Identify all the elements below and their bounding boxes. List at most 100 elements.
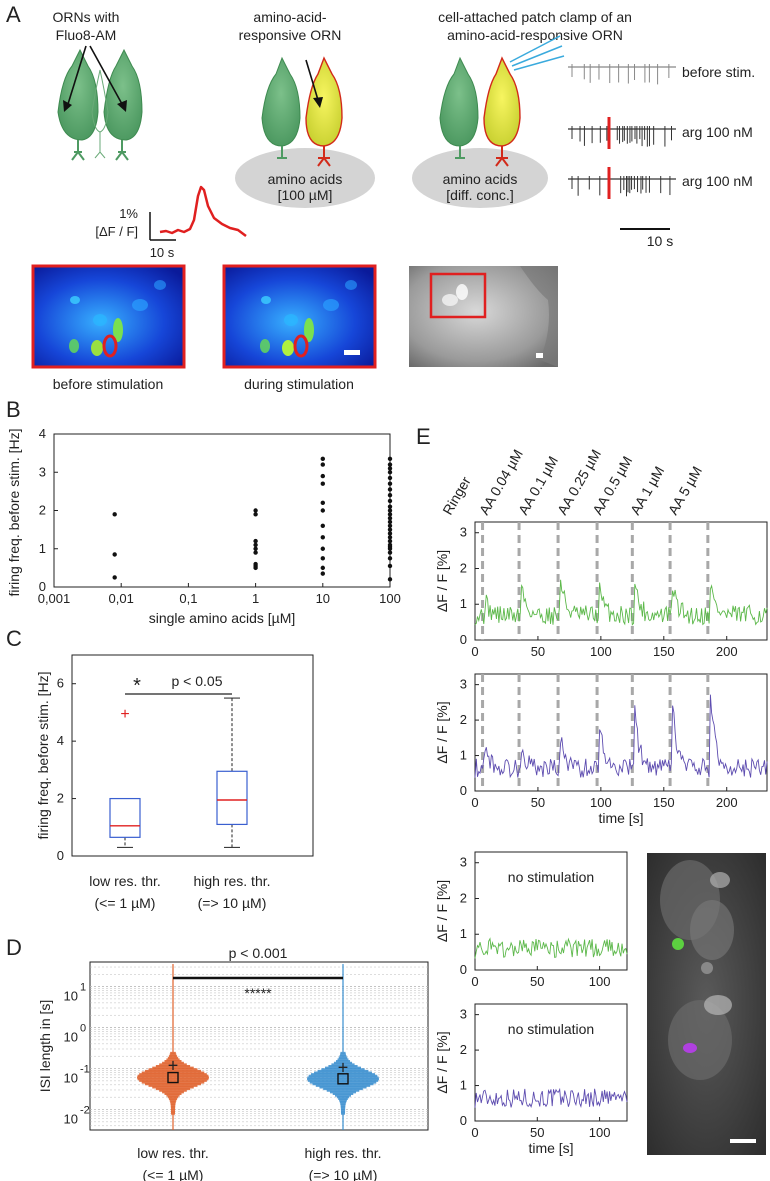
y-axis-label: firing freq. before stim. [Hz] [35,671,51,839]
signal-trace [474,694,768,779]
data-point [320,473,325,479]
x-tick-label: 0 [471,1125,478,1140]
x-tick-label: 0 [471,974,478,989]
a-title2-line1: amino-acid- [253,9,326,25]
data-point [112,512,117,517]
x-tick-label: 100 [589,1125,611,1140]
orn-illustration-2: amino acids [100 µM] [235,56,375,208]
data-point [387,504,393,509]
stimulus-label: Ringer [439,473,474,517]
chart-e3: 0 50 100 0 1 2 3 ΔF / F [%] no stimulation [434,851,628,989]
data-point [112,552,117,557]
data-point [387,466,393,471]
y-tick-label: 1 [39,541,46,556]
data-point [387,563,393,569]
spike-traces: before stim. arg 100 nM arg 100 nM 10 s [568,64,755,249]
data-point [387,493,393,498]
y-tick-base: 10 [64,1030,78,1045]
y-tick-label: 1 [460,748,467,763]
x-axis-label: single amino acids [µM] [149,610,296,626]
data-point [387,519,393,525]
axes-box [474,1003,628,1122]
a-trace-label-3: arg 100 nM [682,173,753,189]
a-disc2-line2: [100 µM] [278,187,333,203]
a-caption-before: before stimulation [53,376,164,392]
data-point [387,487,393,492]
chart-e4: 0 50 100 0 1 2 3 ΔF / F [%] time [s] no stimulati… [434,1003,628,1156]
a-disc3-line2: [diff. conc.] [446,187,513,203]
chart-e2: 0 50 100 150 200 0 1 2 3 ΔF / F [%] time [s] [434,673,768,826]
data-point [387,470,393,475]
panel-label-a: A [6,2,21,27]
category-sublabel: (=> 10 µM) [198,895,267,911]
y-tick-label: 2 [460,712,467,727]
data-point [320,571,325,576]
calcium-trace: 1% [ΔF / F] 10 s [95,185,247,260]
x-tick-label: 150 [653,644,675,659]
data-point [320,556,325,561]
y-tick-base: 10 [64,989,78,1004]
panel-a: A ORNs with Fluo8-AM amino-acid- respons… [6,2,755,392]
category-label: low res. thr. [137,1145,209,1161]
spike-trace-before [568,64,676,85]
panel-label-b: B [6,397,21,422]
axes-box [53,433,391,588]
x-tick-label: 100 [590,644,612,659]
data-point [387,462,393,467]
spike-trace-arg2 [568,167,676,199]
y-tick-exp: -2 [80,1105,90,1117]
y-tick-label: 0 [460,783,467,798]
data-point [320,500,325,506]
y-tick-base: 10 [64,1071,78,1086]
data-point [320,481,325,486]
mean-marker: + [168,1056,179,1076]
image-fluorescence-grey [647,853,766,1155]
data-point [387,515,393,521]
x-tick-label: 50 [530,974,544,989]
significance-stars: ***** [244,985,272,1001]
data-point [387,481,393,486]
data-point [387,527,393,532]
a-caption-during: during stimulation [244,376,354,392]
data-point [387,577,393,582]
data-point [253,561,258,567]
y-tick-label: 1 [460,926,467,941]
y-tick-exp: 1 [80,982,86,994]
x-tick-label: 200 [716,644,738,659]
a-trace-label-2: arg 100 nM [682,124,753,140]
data-point [387,535,393,540]
signal-trace [474,937,628,959]
y-tick-label: 4 [57,733,64,748]
y-tick-label: 0 [460,962,467,977]
chart-b: 0,001 0,01 0,1 1 10 100 0 1 2 3 4 single amino acid… [6,426,401,626]
panel-c: C 0 2 4 6 + low res. thr. (<= 1 µM) high res. t… [6,626,314,911]
a-title3-line2: amino-acid-responsive ORN [447,27,623,43]
image-before-stimulation: before stimulation [31,264,186,392]
y-tick-label: 0 [39,579,46,594]
image-during-stimulation: during stimulation [222,264,377,392]
axes-box [89,961,429,1131]
data-point [387,498,393,504]
mean-marker: + [338,1058,349,1078]
x-tick-label: 200 [716,795,738,810]
category-label: high res. thr. [193,873,270,889]
axes-box [71,654,314,857]
x-tick-label: 0 [471,644,478,659]
orn-illustration-1 [57,45,143,161]
orn-illustration-3: amino acids [diff. conc.] [412,35,565,208]
spike-trace-arg1 [568,117,676,149]
y-tick-label: 0 [460,1113,467,1128]
significance-text: p < 0.001 [229,945,288,961]
a-title3-line1: cell-attached patch clamp of an [438,9,632,25]
data-point [387,556,393,561]
y-tick-label: 1 [460,596,467,611]
y-tick-label: 3 [460,525,467,540]
a-title1-line1: ORNs with [53,9,120,25]
box [109,797,141,838]
a-scale-y2: [ΔF / F] [95,224,138,239]
a-title1-line2: Fluo8-AM [56,27,117,43]
